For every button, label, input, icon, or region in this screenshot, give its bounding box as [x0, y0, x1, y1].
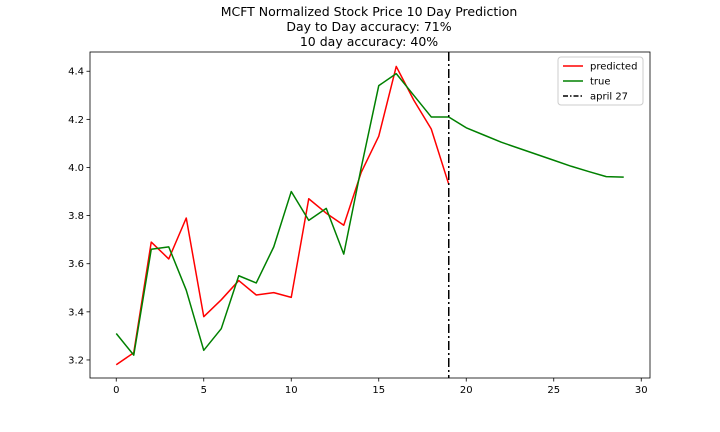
y-tick-label: 3.2 — [68, 355, 84, 366]
plot-area: 0 5 10 15 20 25 30 3.2 3.4 3.6 3.8 4.0 4.2 4.4 — [68, 51, 651, 396]
y-tick-label: 4.0 — [68, 163, 84, 174]
series-line-predicted — [115, 65, 450, 366]
y-tick-label: 3.4 — [68, 307, 84, 318]
x-tick-label: 25 — [547, 385, 560, 396]
axes-frame — [89, 51, 651, 379]
chart-title: MCFT Normalized Stock Price 10 Day Predi… — [221, 4, 518, 49]
x-tick-label: 15 — [372, 385, 385, 396]
legend: predicted true april 27 — [557, 56, 644, 106]
series-line-true — [115, 72, 624, 356]
x-tick-label: 5 — [201, 385, 207, 396]
y-tick-label: 4.2 — [68, 115, 84, 126]
x-tick-label: 10 — [285, 385, 298, 396]
legend-box — [557, 56, 644, 106]
legend-label-predicted: predicted — [590, 62, 637, 73]
legend-label-true: true — [590, 77, 611, 88]
chart-title-line-1: MCFT Normalized Stock Price 10 Day Predi… — [221, 4, 518, 19]
x-tick-label: 0 — [113, 385, 119, 396]
legend-label-april-27: april 27 — [590, 92, 628, 103]
y-tick-label: 3.6 — [68, 259, 84, 270]
x-tick-label: 20 — [460, 385, 473, 396]
chart-title-line-2: Day to Day accuracy: 71% — [286, 19, 451, 34]
y-tick-label: 4.4 — [68, 67, 84, 78]
x-tick-label: 30 — [635, 385, 648, 396]
chart-title-line-3: 10 day accuracy: 40% — [300, 34, 438, 49]
y-tick-label: 3.8 — [68, 211, 84, 222]
